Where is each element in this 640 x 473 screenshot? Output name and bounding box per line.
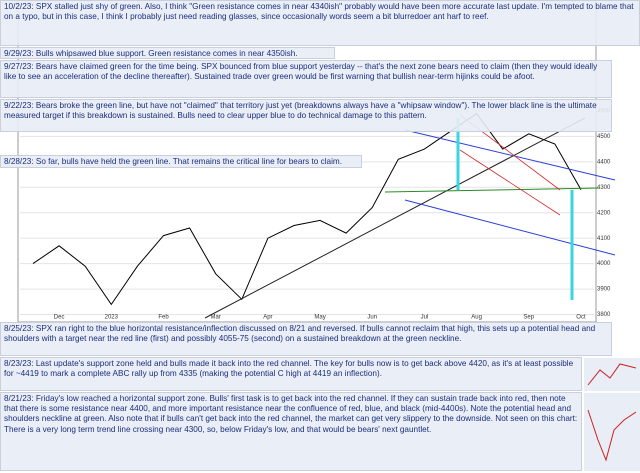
x-tick-label: May bbox=[314, 315, 325, 321]
annotation: 10/2/23: SPX stalled just shy of green. … bbox=[0, 0, 640, 46]
annotation: 9/29/23: Bulls whipsawed blue support. G… bbox=[0, 47, 335, 59]
inset-chart bbox=[584, 393, 640, 471]
y-tick-label: 4000 bbox=[597, 261, 611, 267]
x-tick-label: Jun bbox=[367, 315, 377, 321]
x-tick-label: Mar bbox=[211, 315, 221, 321]
y-tick-label: 4400 bbox=[597, 159, 611, 165]
green-line bbox=[384, 187, 601, 193]
y-tick-label: 4500 bbox=[597, 134, 611, 140]
annotation: 8/23/23: Last update's support zone held… bbox=[0, 357, 582, 391]
x-tick-label: Jul bbox=[421, 315, 429, 321]
x-tick-label: Oct bbox=[576, 315, 586, 321]
y-tick-label: 4100 bbox=[597, 236, 611, 242]
y-tick-label: 3900 bbox=[597, 287, 611, 293]
red-line bbox=[459, 149, 561, 216]
inset-line bbox=[587, 409, 637, 462]
annotation: 8/21/23: Friday's low reached a horizont… bbox=[0, 392, 582, 471]
channel-lower bbox=[404, 199, 616, 256]
inset-line bbox=[587, 363, 637, 386]
x-tick-label: Feb bbox=[158, 315, 169, 321]
annotation: 9/27/23: Bears have claimed green for th… bbox=[0, 60, 612, 98]
annotation: 8/28/23: So far, bulls have held the gre… bbox=[0, 155, 362, 168]
y-tick-label: 4300 bbox=[597, 185, 611, 191]
channel-upper bbox=[404, 129, 616, 181]
x-tick-label: Sep bbox=[523, 315, 534, 321]
annotation: 8/25/23: SPX ran right to the blue horiz… bbox=[0, 322, 612, 356]
annotation: 9/22/23: Bears broke the green line, but… bbox=[0, 99, 612, 132]
y-tick-label: 4200 bbox=[597, 210, 611, 216]
x-tick-label: Apr bbox=[263, 315, 272, 321]
x-tick-label: 2023 bbox=[105, 315, 119, 321]
x-tick-label: Dec bbox=[54, 315, 65, 321]
x-tick-label: Aug bbox=[471, 315, 482, 321]
y-tick-label: 3800 bbox=[597, 312, 611, 318]
trend-line bbox=[204, 117, 586, 319]
